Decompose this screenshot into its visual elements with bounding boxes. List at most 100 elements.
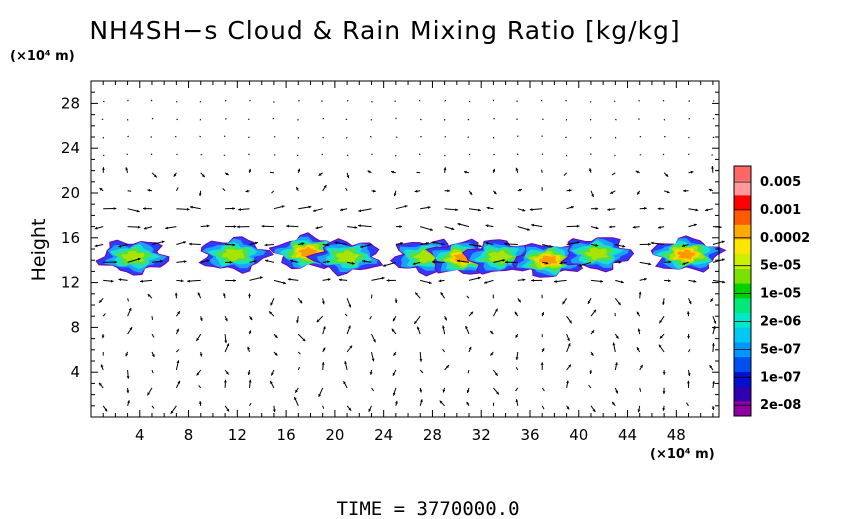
wind-vector <box>663 172 669 177</box>
wind-vector <box>590 243 599 247</box>
wind-vector <box>492 168 496 173</box>
wind-vector <box>615 279 624 284</box>
wind-vector <box>200 224 210 228</box>
colorbar-label: 1e-07 <box>760 370 801 385</box>
wind-vector <box>118 244 128 248</box>
wind-vector <box>611 401 616 407</box>
wind-vector <box>515 367 519 371</box>
wind-vector <box>270 369 275 376</box>
wind-vector <box>367 170 372 174</box>
wind-vector <box>174 135 177 138</box>
wind-vector <box>468 346 472 353</box>
wind-vector <box>173 172 177 177</box>
wind-vector <box>590 405 596 413</box>
wind-vector <box>103 279 114 283</box>
wind-vector <box>664 260 672 264</box>
wind-vector <box>346 405 352 412</box>
wind-vector <box>566 189 572 192</box>
wind-vector <box>127 307 132 317</box>
colorbar-swatch <box>734 283 751 299</box>
wind-vector <box>272 117 275 120</box>
wind-vector <box>659 333 665 339</box>
wind-vector <box>468 311 474 317</box>
cloud-cell <box>305 238 384 277</box>
wind-vector <box>264 243 274 247</box>
wind-vector <box>587 298 592 305</box>
x-tick-label: 16 <box>277 426 296 444</box>
colorbar-swatch <box>734 313 751 329</box>
wind-vector <box>127 257 141 263</box>
wind-vector <box>529 208 543 211</box>
wind-vector <box>662 298 665 305</box>
wind-vector <box>322 347 326 353</box>
wind-vector <box>650 241 665 245</box>
wind-vector <box>371 189 376 193</box>
wind-vector <box>517 278 526 282</box>
wind-vector <box>639 387 642 392</box>
wind-vector <box>245 189 250 193</box>
wind-vector <box>440 291 446 299</box>
wind-vector <box>608 225 616 229</box>
wind-vector <box>563 172 567 177</box>
wind-vector <box>463 170 470 174</box>
wind-vector <box>289 259 299 263</box>
wind-vector <box>264 259 275 263</box>
wind-vector <box>238 208 250 211</box>
wind-vector <box>638 291 642 299</box>
wind-vector <box>369 369 373 375</box>
wind-vector <box>249 402 252 407</box>
wind-vector <box>685 402 689 407</box>
wind-vector <box>297 297 303 304</box>
wind-vector <box>175 360 180 371</box>
y-tick-label: 16 <box>61 229 80 247</box>
wind-vector <box>515 351 519 360</box>
colorbar-swatch <box>734 180 751 196</box>
wind-vector <box>224 99 227 102</box>
wind-vector <box>127 225 141 229</box>
wind-vector <box>224 369 229 375</box>
wind-vector <box>566 333 570 342</box>
wind-vector <box>439 400 445 407</box>
wind-vector <box>225 225 237 228</box>
cloud-contour-level <box>222 248 246 261</box>
colorbar-swatch <box>734 298 751 314</box>
y-tick-label: 20 <box>61 184 80 202</box>
wind-vector <box>269 380 275 389</box>
wind-vector <box>591 207 599 211</box>
wind-vector <box>540 362 544 370</box>
wind-vector <box>614 387 619 394</box>
wind-vector <box>176 207 190 211</box>
wind-vector <box>562 298 568 305</box>
wind-vector <box>358 208 372 213</box>
colorbar-label: 2e-06 <box>760 315 801 330</box>
wind-vector <box>371 333 376 343</box>
y-axis-unit: (×10⁴ m) <box>10 49 75 64</box>
wind-vector <box>371 276 385 281</box>
wind-vector <box>200 172 206 178</box>
wind-vector <box>94 226 104 230</box>
wind-vector <box>485 241 494 245</box>
wind-vector <box>298 205 312 210</box>
wind-vector <box>493 153 495 156</box>
wind-vector <box>590 329 595 335</box>
colorbar-swatch <box>734 371 751 387</box>
wind-vector <box>248 330 252 335</box>
wind-vector <box>444 364 450 371</box>
wind-vector <box>151 240 165 245</box>
wind-vector <box>412 261 421 266</box>
wind-vector <box>147 189 153 192</box>
wind-vector <box>318 387 324 398</box>
wind-vector <box>711 165 714 173</box>
wind-vector <box>151 369 154 374</box>
wind-vector <box>175 380 181 389</box>
wind-vector <box>542 244 553 248</box>
wind-vector <box>639 242 651 246</box>
colorbar-frame <box>733 165 752 417</box>
wind-vector <box>286 224 299 228</box>
wind-vector <box>708 188 714 192</box>
wind-vector <box>418 153 421 156</box>
wind-vector <box>99 187 104 192</box>
wind-vector <box>98 297 104 304</box>
wind-vector <box>418 99 421 102</box>
wind-vector <box>467 118 470 121</box>
